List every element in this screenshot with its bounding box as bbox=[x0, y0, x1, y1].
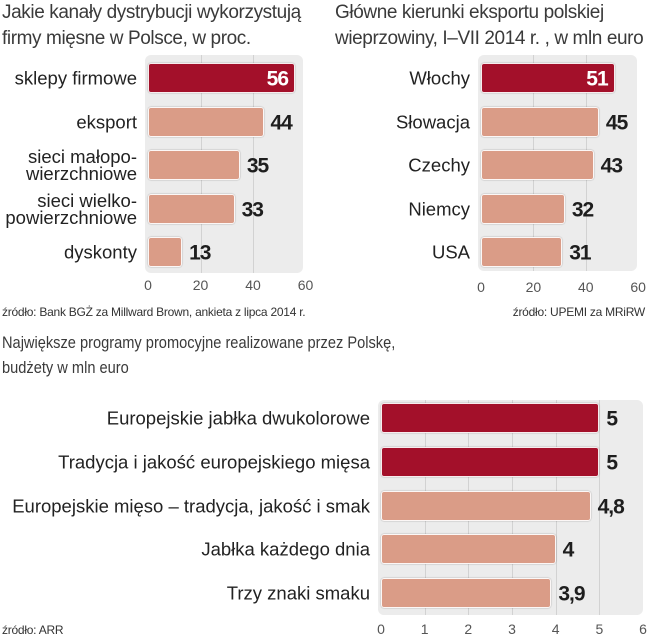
bar bbox=[481, 63, 615, 93]
bar bbox=[148, 193, 235, 224]
category-label: USA bbox=[431, 241, 470, 263]
category-label: Jabłka każdego dnia bbox=[201, 538, 370, 560]
x-tick-label: 5 bbox=[595, 621, 604, 637]
x-tick-label: 6 bbox=[639, 621, 647, 637]
bar bbox=[381, 578, 552, 608]
chart-title-promotion-programs: Największe programy promocyjne realizowa… bbox=[2, 333, 396, 377]
category-label: Tradycja i jakość europejskiego mięsa bbox=[58, 451, 370, 473]
bar bbox=[481, 106, 599, 137]
x-tick-label: 0 bbox=[477, 279, 485, 295]
value-label: 31 bbox=[569, 241, 591, 265]
x-tick-label: 20 bbox=[192, 277, 209, 293]
x-tick-label: 2 bbox=[464, 621, 473, 637]
x-tick-label: 60 bbox=[297, 277, 314, 293]
x-tick-label: 4 bbox=[551, 621, 560, 637]
source-note-pork-export: źródło: UPEMI za MRiRW bbox=[512, 305, 646, 319]
category-label: Włochy bbox=[409, 67, 470, 89]
bar bbox=[481, 237, 563, 268]
value-label: 43 bbox=[600, 154, 623, 178]
bar bbox=[481, 193, 565, 224]
category-label: sieci wielko- powierzchniowe bbox=[5, 189, 137, 228]
value-label: 3,9 bbox=[558, 582, 585, 606]
x-tick-label: 3 bbox=[508, 621, 516, 637]
category-label: sieci małopo- wierzchniowe bbox=[25, 146, 137, 185]
category-label: Europejskie jabłka dwukolorowe bbox=[106, 407, 370, 429]
x-tick-label: 0 bbox=[144, 277, 152, 293]
category-label: eksport bbox=[76, 111, 137, 133]
value-label: 35 bbox=[246, 154, 269, 178]
chart-title-pork-export: Główne kierunki eksportu polskiej wieprz… bbox=[335, 2, 644, 49]
category-label: sklepy firmowe bbox=[14, 67, 137, 89]
chart-title-distribution-channels: Jakie kanały dystrybucji wykorzystują fi… bbox=[2, 2, 301, 49]
x-tick-label: 60 bbox=[630, 279, 646, 295]
value-label: 45 bbox=[605, 111, 628, 135]
value-label: 4 bbox=[562, 538, 575, 562]
value-label: 5 bbox=[606, 407, 618, 431]
value-label: 33 bbox=[241, 198, 264, 222]
x-tick-label: 0 bbox=[377, 621, 385, 637]
x-tick-label: 40 bbox=[245, 277, 261, 293]
value-label: 44 bbox=[270, 111, 293, 135]
value-label: 56 bbox=[266, 67, 289, 91]
source-note-promotion-programs: źródło: ARR bbox=[2, 623, 64, 637]
category-label: Słowacja bbox=[395, 111, 470, 133]
bar bbox=[381, 534, 556, 565]
category-label: Niemcy bbox=[408, 198, 470, 220]
value-label: 51 bbox=[586, 67, 608, 91]
x-tick-label: 1 bbox=[420, 621, 429, 637]
gridline bbox=[253, 55, 254, 273]
gridline bbox=[599, 400, 600, 615]
source-note-distribution-channels: źródło: Bank BGŻ za Millward Brown, anki… bbox=[2, 305, 306, 319]
x-tick-label: 40 bbox=[578, 279, 594, 295]
bar bbox=[148, 63, 295, 93]
category-label: dyskonty bbox=[63, 241, 137, 263]
value-label: 13 bbox=[189, 241, 211, 265]
category-label: Trzy znaki smaku bbox=[226, 582, 370, 604]
bar bbox=[148, 150, 240, 181]
bar bbox=[381, 446, 600, 477]
bar bbox=[381, 403, 600, 433]
category-label: Czechy bbox=[408, 154, 470, 176]
value-label: 4,8 bbox=[597, 495, 625, 518]
bar bbox=[148, 237, 183, 268]
bar bbox=[481, 150, 594, 181]
bar bbox=[381, 490, 591, 521]
x-tick-label: 20 bbox=[525, 279, 542, 295]
bar bbox=[148, 106, 264, 137]
value-label: 32 bbox=[571, 198, 594, 222]
category-label: Europejskie mięso – tradycja, jakość i s… bbox=[12, 495, 370, 516]
value-label: 5 bbox=[606, 451, 618, 475]
